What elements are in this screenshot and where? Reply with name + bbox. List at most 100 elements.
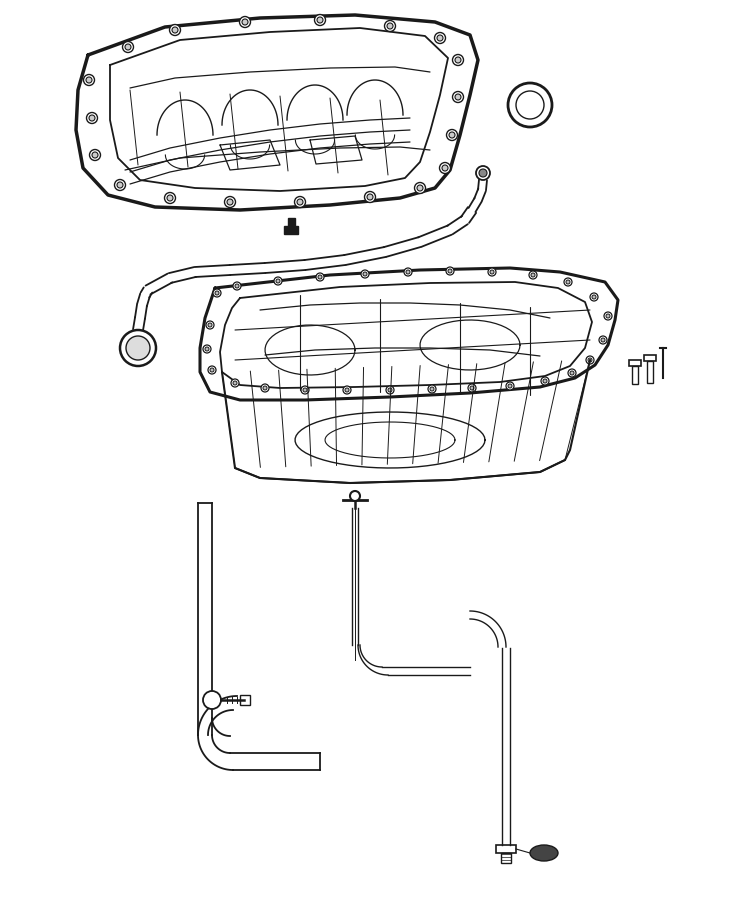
Circle shape bbox=[406, 270, 410, 274]
Circle shape bbox=[115, 179, 125, 191]
Circle shape bbox=[122, 41, 133, 52]
Circle shape bbox=[239, 16, 250, 28]
Circle shape bbox=[301, 386, 309, 394]
Circle shape bbox=[350, 491, 360, 501]
Circle shape bbox=[434, 32, 445, 43]
Circle shape bbox=[490, 270, 494, 274]
Circle shape bbox=[242, 19, 248, 25]
Circle shape bbox=[235, 284, 239, 288]
Bar bbox=[496, 845, 516, 853]
Ellipse shape bbox=[530, 845, 558, 861]
Circle shape bbox=[476, 166, 490, 180]
Circle shape bbox=[508, 384, 512, 388]
Circle shape bbox=[208, 366, 216, 374]
Circle shape bbox=[470, 386, 474, 390]
Circle shape bbox=[126, 336, 150, 360]
Circle shape bbox=[388, 388, 392, 392]
Circle shape bbox=[453, 92, 464, 103]
Circle shape bbox=[84, 75, 95, 86]
Circle shape bbox=[439, 163, 451, 174]
Circle shape bbox=[203, 691, 221, 709]
Circle shape bbox=[345, 388, 349, 392]
Circle shape bbox=[601, 338, 605, 342]
Circle shape bbox=[89, 115, 95, 121]
Circle shape bbox=[316, 273, 324, 281]
Bar bbox=[632, 366, 638, 384]
Circle shape bbox=[165, 193, 176, 203]
Circle shape bbox=[428, 385, 436, 393]
Circle shape bbox=[361, 270, 369, 278]
Circle shape bbox=[453, 55, 464, 66]
Circle shape bbox=[468, 384, 476, 392]
Bar bbox=[240, 695, 250, 705]
Circle shape bbox=[87, 112, 98, 123]
Circle shape bbox=[208, 323, 212, 327]
Circle shape bbox=[599, 336, 607, 344]
Circle shape bbox=[447, 130, 457, 140]
Circle shape bbox=[529, 271, 537, 279]
Circle shape bbox=[294, 196, 305, 208]
Circle shape bbox=[363, 272, 367, 276]
Bar bbox=[647, 361, 653, 383]
Circle shape bbox=[90, 149, 101, 160]
Circle shape bbox=[414, 183, 425, 194]
Circle shape bbox=[297, 199, 303, 205]
Circle shape bbox=[125, 44, 131, 50]
Circle shape bbox=[568, 369, 576, 377]
Circle shape bbox=[303, 388, 307, 392]
Circle shape bbox=[227, 199, 233, 205]
Circle shape bbox=[261, 384, 269, 392]
Circle shape bbox=[449, 132, 455, 138]
Circle shape bbox=[446, 267, 454, 275]
Bar bbox=[644, 355, 656, 361]
Circle shape bbox=[167, 195, 173, 201]
Circle shape bbox=[86, 77, 92, 83]
Circle shape bbox=[276, 279, 280, 283]
Circle shape bbox=[506, 382, 514, 390]
Circle shape bbox=[541, 377, 549, 385]
Circle shape bbox=[92, 152, 98, 158]
Circle shape bbox=[386, 386, 394, 394]
Circle shape bbox=[314, 14, 325, 25]
Circle shape bbox=[233, 381, 237, 385]
Circle shape bbox=[604, 312, 612, 320]
Circle shape bbox=[588, 358, 592, 362]
Circle shape bbox=[215, 291, 219, 295]
Circle shape bbox=[479, 169, 487, 177]
Circle shape bbox=[210, 368, 214, 372]
Circle shape bbox=[385, 21, 396, 32]
Circle shape bbox=[231, 379, 239, 387]
Circle shape bbox=[203, 345, 211, 353]
Circle shape bbox=[367, 194, 373, 200]
Circle shape bbox=[120, 330, 156, 366]
Circle shape bbox=[417, 185, 423, 191]
Circle shape bbox=[592, 295, 596, 299]
Circle shape bbox=[455, 94, 461, 100]
Circle shape bbox=[117, 182, 123, 188]
Circle shape bbox=[206, 321, 214, 329]
Circle shape bbox=[570, 371, 574, 375]
Circle shape bbox=[531, 273, 535, 277]
Bar bbox=[629, 360, 641, 366]
Circle shape bbox=[606, 314, 610, 318]
Circle shape bbox=[455, 57, 461, 63]
Circle shape bbox=[213, 289, 221, 297]
Circle shape bbox=[404, 268, 412, 276]
Circle shape bbox=[274, 277, 282, 285]
Circle shape bbox=[365, 192, 376, 202]
Circle shape bbox=[564, 278, 572, 286]
Circle shape bbox=[205, 347, 209, 351]
Circle shape bbox=[586, 356, 594, 364]
Circle shape bbox=[543, 379, 547, 383]
Circle shape bbox=[343, 386, 351, 394]
Circle shape bbox=[430, 387, 434, 391]
Circle shape bbox=[566, 280, 570, 284]
Circle shape bbox=[437, 35, 443, 41]
Circle shape bbox=[442, 165, 448, 171]
Circle shape bbox=[172, 27, 178, 33]
Circle shape bbox=[318, 275, 322, 279]
Circle shape bbox=[233, 282, 241, 290]
Bar bbox=[501, 853, 511, 863]
Circle shape bbox=[317, 17, 323, 23]
Circle shape bbox=[170, 24, 181, 35]
